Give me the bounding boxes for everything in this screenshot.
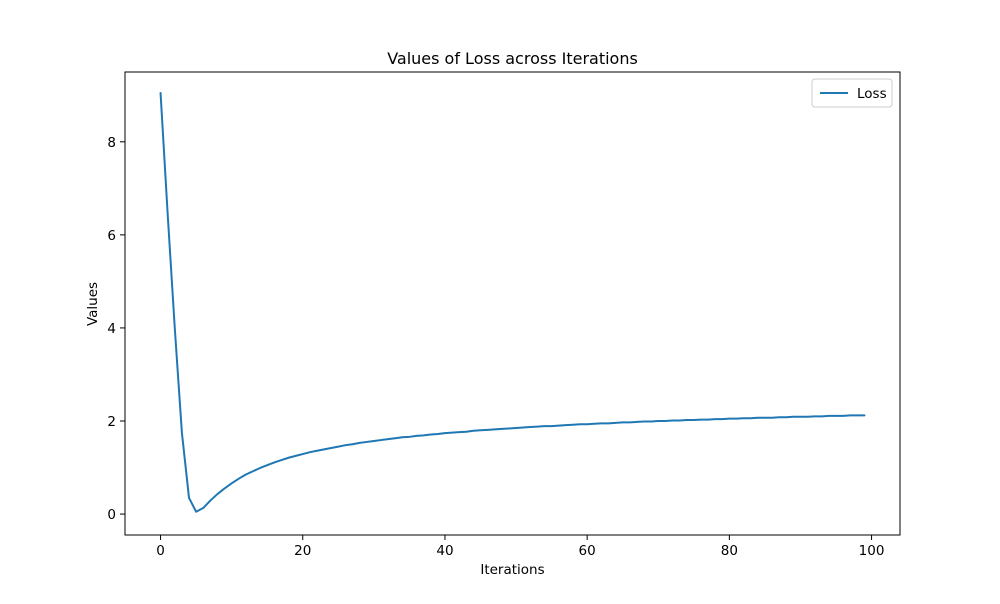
x-tick-label: 60	[579, 543, 596, 559]
y-tick-label: 4	[107, 321, 116, 337]
x-axis-label: Iterations	[480, 562, 544, 578]
chart-title: Values of Loss across Iterations	[387, 49, 638, 68]
x-tick-label: 20	[294, 543, 311, 559]
x-tick-label: 100	[859, 543, 885, 559]
y-axis-label: Values	[85, 282, 101, 326]
plot-area: 0 20 40 60 80 100 0 2 4 6 8	[107, 71, 901, 559]
y-tick-label: 2	[107, 414, 116, 430]
axes-frame	[124, 71, 901, 536]
x-tick-label: 0	[156, 543, 165, 559]
series-line-loss	[159, 91, 866, 513]
y-tick-label: 0	[107, 507, 116, 523]
x-tick-label: 40	[436, 543, 453, 559]
legend-box	[811, 78, 893, 108]
legend-label: Loss	[857, 86, 887, 102]
x-tick-label: 80	[721, 543, 738, 559]
y-tick-label: 8	[107, 135, 116, 151]
y-tick-label: 6	[107, 228, 116, 244]
legend: Loss	[811, 78, 893, 108]
